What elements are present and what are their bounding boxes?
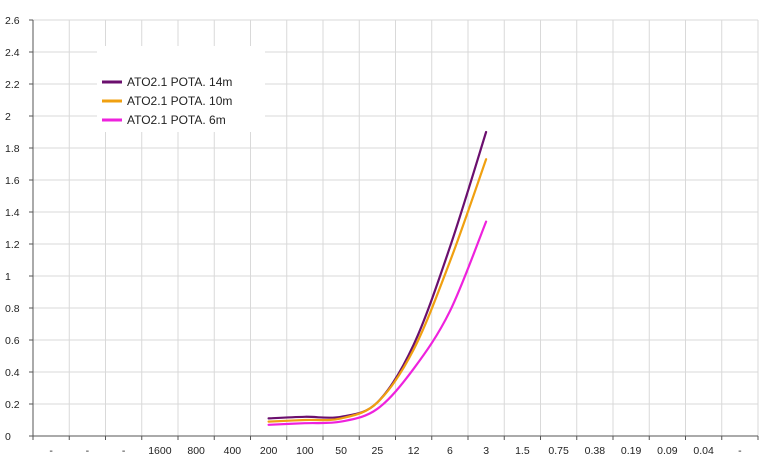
axes: 0 0.2 0.4 0.6 0.8 1 1.2 1.4 1.6 1.8 2 2.2 2.4 2.6 - - - 1…: [5, 15, 759, 457]
series-line-0: [267, 130, 488, 420]
x-tick-label: 6: [447, 445, 453, 457]
x-tick-label: 0.38: [585, 445, 606, 457]
x-tick-label: 50: [335, 445, 347, 457]
y-tick-label: 0: [5, 431, 11, 443]
x-tick-label: 0.75: [548, 445, 569, 457]
x-tick-label: 0.04: [693, 445, 714, 457]
x-tick-label: 1.5: [515, 445, 530, 457]
y-tick-label: 1.6: [5, 175, 20, 187]
x-tick-label: -: [738, 445, 742, 457]
x-tick-label: 3: [483, 445, 489, 457]
x-tick-label: 200: [260, 445, 278, 457]
x-tick-label: -: [86, 445, 90, 457]
legend-label: ATO2.1 POTA. 6m: [127, 113, 226, 127]
x-tick-label: 0.09: [657, 445, 678, 457]
y-tick-label: 0.4: [5, 367, 20, 379]
x-tick-label: 12: [408, 445, 420, 457]
x-tick-label: 400: [224, 445, 242, 457]
y-tick-label: 0.2: [5, 399, 20, 411]
legend: ATO2.1 POTA. 14m ATO2.1 POTA. 10m ATO2.1 P…: [97, 46, 265, 132]
x-tick-label: 800: [187, 445, 205, 457]
legend-label: ATO2.1 POTA. 14m: [127, 75, 232, 89]
y-tick-label: 1.4: [5, 207, 20, 219]
x-tick-label: 100: [296, 445, 314, 457]
y-tick-label: 0.6: [5, 335, 20, 347]
y-tick-label: 1: [5, 271, 11, 283]
legend-box: [97, 46, 265, 132]
x-tick-label: -: [49, 445, 53, 457]
y-tick-label: 1.2: [5, 239, 20, 251]
x-tick-label: 0.19: [621, 445, 642, 457]
x-tick-label: 1600: [148, 445, 172, 457]
y-tick-label: 2.4: [5, 47, 20, 59]
y-tick-label: 1.8: [5, 143, 20, 155]
x-tick-label: 25: [372, 445, 384, 457]
y-tick-label: 2.6: [5, 15, 20, 27]
series-lines: [267, 130, 488, 426]
y-tick-label: 2.2: [5, 79, 20, 91]
y-tick-label: 0.8: [5, 303, 20, 315]
series-line-1: [267, 158, 488, 423]
x-tick-label: -: [122, 445, 126, 457]
legend-label: ATO2.1 POTA. 10m: [127, 94, 232, 108]
y-tick-label: 2: [5, 111, 11, 123]
series-line-2: [267, 220, 488, 426]
